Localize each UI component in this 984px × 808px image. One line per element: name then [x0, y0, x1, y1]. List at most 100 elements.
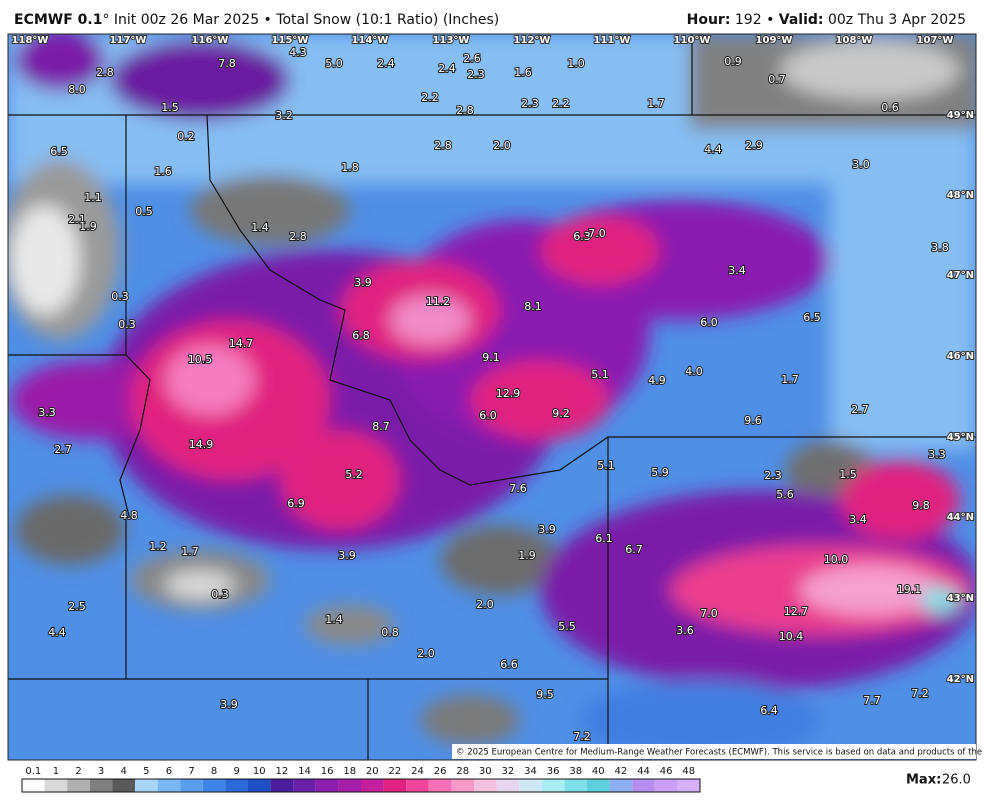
snow-amount: 4.0 [685, 365, 703, 378]
colorbar-label: 0.1 [25, 766, 41, 777]
snow-amount: 1.0 [567, 57, 585, 70]
longitude-label: 107°W [917, 35, 954, 46]
latitude-label: 45°N [947, 432, 974, 443]
colorbar-label: 36 [547, 766, 560, 777]
snow-amount: 4.9 [648, 374, 666, 387]
colorbar-label: 6 [166, 766, 172, 777]
snow-amount: 3.9 [354, 276, 372, 289]
snow-amount: 2.3 [764, 469, 782, 482]
snow-amount: 7.0 [700, 607, 718, 620]
snow-amount: 8.1 [524, 300, 542, 313]
snow-amount: 7.2 [573, 730, 591, 743]
colorbar-frame [21, 778, 701, 793]
snow-amount: 3.4 [728, 264, 746, 277]
snow-amount: 9.1 [482, 351, 500, 364]
colorbar-swatch [587, 779, 610, 792]
snow-amount: 2.5 [68, 600, 86, 613]
longitude-label: 115°W [272, 35, 309, 46]
colorbar-label: 22 [389, 766, 402, 777]
snow-amount: 10.0 [824, 553, 849, 566]
colorbar-label: 20 [366, 766, 379, 777]
copyright-box [452, 744, 976, 759]
colorbar-swatch [677, 779, 700, 792]
copyright: © 2025 European Centre for Medium-Range … [456, 748, 984, 758]
snow-amount: 6.6 [500, 658, 518, 671]
snow-amount: 1.6 [514, 66, 532, 79]
latitude-label: 42°N [947, 674, 974, 685]
colorbar-label: 46 [660, 766, 673, 777]
longitude-label: 111°W [594, 35, 631, 46]
snow-amount: 1.1 [84, 191, 102, 204]
longitude-label: 108°W [836, 35, 873, 46]
latitude-label: 46°N [947, 351, 974, 362]
snow-amount: 3.9 [338, 549, 356, 562]
colorbar-swatch [157, 779, 181, 792]
snow-amount: 1.7 [647, 97, 665, 110]
longitude-label: 109°W [756, 35, 793, 46]
snow-amount: 1.4 [325, 613, 343, 626]
snow-amount: 14.7 [229, 337, 254, 350]
snow-amount: 3.2 [275, 109, 293, 122]
snow-amount: 2.4 [438, 62, 456, 75]
longitude-label: 112°W [514, 35, 551, 46]
colorbar-swatch [89, 779, 113, 792]
snow-amount: 4.4 [48, 626, 66, 639]
colorbar-swatch [496, 779, 520, 792]
snow-amount: 12.9 [496, 387, 521, 400]
snow-amount: 2.8 [96, 66, 114, 79]
colorbar-label: 1 [53, 766, 59, 777]
snow-amount: 7.2 [911, 687, 929, 700]
colorbar-swatch [338, 779, 361, 792]
snow-amount: 2.4 [377, 57, 395, 70]
colorbar-label: 28 [456, 766, 469, 777]
colorbar-label: 44 [637, 766, 650, 777]
snow-amount: 11.2 [426, 295, 451, 308]
snow-amount: 6.0 [700, 316, 718, 329]
snow-amount: 0.9 [724, 55, 742, 68]
snow-amount: 3.9 [220, 698, 238, 711]
snow-amount: 5.1 [591, 368, 609, 381]
snow-amount: 1.6 [154, 165, 172, 178]
hour: 192 [734, 12, 762, 28]
longitude-label: 116°W [192, 35, 229, 46]
snow-amount: 2.8 [434, 139, 452, 152]
colorbar-swatch [67, 779, 90, 792]
colorbar-label: 32 [502, 766, 515, 777]
snow-amount: 6.7 [625, 543, 643, 556]
snow-amount: 6.9 [287, 497, 305, 510]
snow-amount: 3.0 [852, 158, 870, 171]
colorbar-label: 40 [592, 766, 605, 777]
snow-amount: 1.5 [161, 101, 179, 114]
longitude-label: 114°W [352, 35, 389, 46]
colorbar-label: 4 [121, 766, 127, 777]
snow-amount: 2.1 [68, 213, 86, 226]
snow-amount: 7.7 [863, 694, 881, 707]
longitude-label: 118°W [12, 35, 49, 46]
max-label: Max: [906, 773, 941, 788]
colorbar-swatch [315, 779, 339, 792]
colorbar-label: 24 [411, 766, 424, 777]
snow-amount: 14.9 [189, 438, 214, 451]
snow-amount: 3.4 [849, 513, 867, 526]
snow-amount: 4.8 [120, 509, 138, 522]
snow-amount: 7.8 [218, 57, 236, 70]
colorbar-swatch [451, 779, 474, 792]
valid-label: Valid: [778, 12, 824, 28]
snow-amount: 10.5 [188, 353, 213, 366]
model: ECMWF 0.1 [14, 12, 103, 28]
snow-amount: 9.6 [744, 414, 762, 427]
snow-amount: 3.3 [38, 406, 56, 419]
snow-amount: 0.8 [381, 626, 399, 639]
snow-amount: 1.4 [251, 221, 269, 234]
snow-amount: 2.0 [493, 139, 511, 152]
colorbar-swatch [180, 779, 203, 792]
snow-amount: 6.5 [803, 311, 821, 324]
colorbar-swatch [406, 779, 429, 792]
snow-amount: 5.0 [325, 57, 343, 70]
colorbar-label: 38 [569, 766, 582, 777]
snow-amount: 1.9 [79, 220, 97, 233]
snow-amount: 3.8 [931, 241, 949, 254]
colorbar-label: 42 [615, 766, 628, 777]
colorbar-label: 2 [75, 766, 81, 777]
